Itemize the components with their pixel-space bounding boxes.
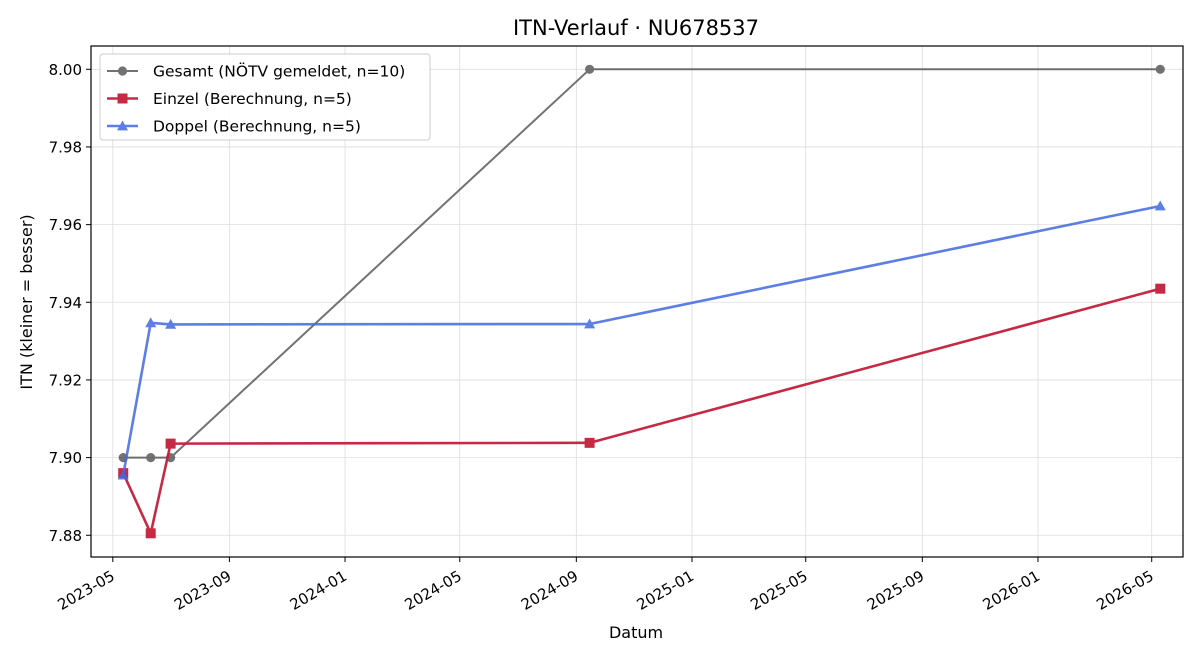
data-point [145, 317, 157, 328]
legend-entry [107, 120, 138, 131]
y-tick-label: 7.92 [49, 371, 82, 389]
legend-box [99, 53, 431, 141]
legend-label: Gesamt (NÖTV gemeldet, n=10) [153, 62, 405, 81]
data-point [585, 64, 595, 74]
data-point [584, 437, 595, 448]
data-point [145, 528, 156, 539]
legend-label: Doppel (Berechnung, n=5) [153, 118, 361, 136]
data-point [165, 318, 177, 329]
y-tick-label: 7.88 [49, 527, 82, 545]
y-axis-title: ITN (kleiner = besser) [17, 214, 36, 389]
y-tick-label: 8.00 [49, 61, 82, 79]
plot-area-frame [90, 45, 1184, 558]
y-tick-label: 7.96 [49, 216, 82, 234]
legend-entry [107, 66, 138, 76]
y-tick-label: 7.94 [49, 294, 82, 312]
legend-label: Einzel (Berechnung, n=5) [153, 90, 352, 108]
y-tick-label: 7.98 [49, 138, 82, 156]
legend-marker [117, 120, 128, 131]
series-triangle [117, 200, 1166, 480]
data-point [165, 438, 176, 449]
x-axis-title: Datum [609, 623, 663, 642]
data-point [1155, 64, 1165, 74]
data-point [117, 469, 129, 480]
series-layer [117, 64, 1166, 539]
legend-entry [107, 93, 138, 104]
data-point [146, 452, 156, 463]
data-point [584, 318, 596, 329]
legend-marker [117, 66, 128, 76]
chart-title: ITN-Verlauf · NU678537 [513, 16, 759, 40]
legend: Gesamt (NÖTV gemeldet, n=10) Einzel (Bere… [99, 53, 431, 141]
y-tick-label: 7.90 [49, 449, 82, 467]
data-point [1155, 283, 1166, 294]
legend-marker [117, 93, 128, 104]
data-point [1154, 200, 1166, 211]
